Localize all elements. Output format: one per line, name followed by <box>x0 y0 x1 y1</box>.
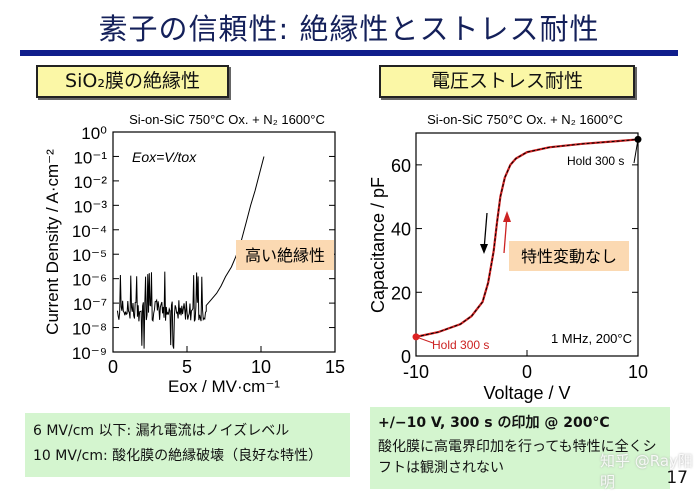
sweep-down-arrow-icon <box>483 212 488 251</box>
left-notes: 6 MV/cm 以下: 漏れ電流はノイズレベル 10 MV/cm: 酸化膜の絶縁… <box>25 413 350 477</box>
hold-leader <box>633 139 639 164</box>
annotation-no-change: 特性変動なし <box>521 248 617 266</box>
y-tick-label: 10⁻⁶ <box>72 271 107 290</box>
watermark: 知乎 @Ray阳明 <box>600 452 693 491</box>
chart-title: Si-on-SiC 750°C Ox. + N₂ 1600°C <box>427 112 623 127</box>
right-heading: 電圧ストレス耐性 <box>379 65 635 98</box>
left-heading: SiO₂膜の絶縁性 <box>36 65 229 98</box>
annotation-hold-start: Hold 300 s <box>432 338 489 352</box>
x-tick-label: 15 <box>325 357 345 377</box>
y-tick-label: 20 <box>391 283 411 303</box>
note: 酸化膜に高電界印加を行っても特性に全くシフトは観測されない <box>378 439 657 476</box>
y-tick-label: 10⁻³ <box>73 197 107 216</box>
y-axis-label: Capacitance / pF <box>368 177 388 313</box>
y-axis-label: Current Density / A·cm⁻² <box>43 149 62 335</box>
sweep-down-arrow-head-icon <box>480 244 488 254</box>
x-tick-label: -10 <box>403 362 429 382</box>
x-axis-label: Eox / MV·cm⁻¹ <box>168 377 280 396</box>
plot-frame <box>112 131 336 353</box>
y-tick-label: 10⁻⁹ <box>72 344 107 363</box>
y-tick-label: 10⁻⁵ <box>72 246 107 265</box>
x-tick-label: 0 <box>522 362 532 382</box>
annotation-hold-end: Hold 300 s <box>567 154 624 168</box>
x-tick-label: 0 <box>108 357 118 377</box>
y-tick-label: 10⁻¹ <box>73 148 107 167</box>
sweep-up-arrow-head-icon <box>503 211 511 222</box>
y-tick-label: 60 <box>391 156 411 176</box>
y-tick-label: 0 <box>401 347 411 367</box>
chart-title: Si-on-SiC 750°C Ox. + N₂ 1600°C <box>129 112 325 127</box>
annotation-eox: Eox=V/tox <box>132 149 197 165</box>
note: 10 MV/cm: 酸化膜の絶縁破壊（良好な特性） <box>33 447 323 464</box>
data-series-sweep-up <box>415 138 639 338</box>
right-notes: +/−10 V, 300 s の印加 @ 200°C 酸化膜に高電界印加を行って… <box>370 407 670 489</box>
y-tick-label: 10⁻⁷ <box>73 295 107 314</box>
data-series-current <box>116 156 265 349</box>
note: 6 MV/cm 以下: 漏れ電流はノイズレベル <box>33 423 290 439</box>
y-tick-label: 10⁻² <box>73 173 107 192</box>
x-axis-label: Voltage / V <box>483 383 570 403</box>
x-tick-label: 10 <box>251 357 271 377</box>
y-tick-label: 10⁻⁸ <box>72 320 107 339</box>
title-divider <box>20 50 678 56</box>
annotation-box <box>509 241 629 271</box>
y-tick-label: 10⁰ <box>81 124 107 143</box>
note: +/−10 V, 300 s の印加 @ 200°C <box>378 415 610 431</box>
y-tick-label: 40 <box>391 220 411 240</box>
slide-title: 素子の信頼性: 絶縁性とストレス耐性 <box>98 12 600 46</box>
hold-leader <box>415 336 434 344</box>
annotation-conditions: 1 MHz, 200°C <box>551 331 632 346</box>
x-tick-label: 5 <box>182 357 192 377</box>
page-number: 17 <box>666 468 688 488</box>
data-series-sweep-down <box>415 138 639 338</box>
x-tick-label: 10 <box>628 362 648 382</box>
annotation-box <box>236 240 334 270</box>
y-tick-label: 10⁻⁴ <box>72 222 107 241</box>
annotation-high-insulation: 高い絶縁性 <box>245 247 325 265</box>
